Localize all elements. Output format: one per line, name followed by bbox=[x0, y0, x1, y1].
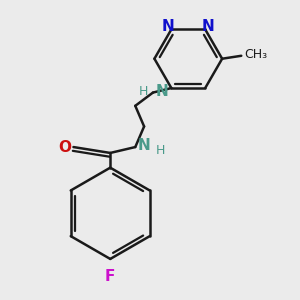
Text: O: O bbox=[59, 140, 72, 154]
Text: N: N bbox=[155, 84, 168, 99]
Text: CH₃: CH₃ bbox=[244, 48, 267, 61]
Text: H: H bbox=[139, 85, 148, 98]
Text: N: N bbox=[138, 138, 150, 153]
Text: N: N bbox=[162, 19, 175, 34]
Text: N: N bbox=[202, 19, 214, 34]
Text: H: H bbox=[155, 144, 165, 157]
Text: F: F bbox=[105, 269, 116, 284]
